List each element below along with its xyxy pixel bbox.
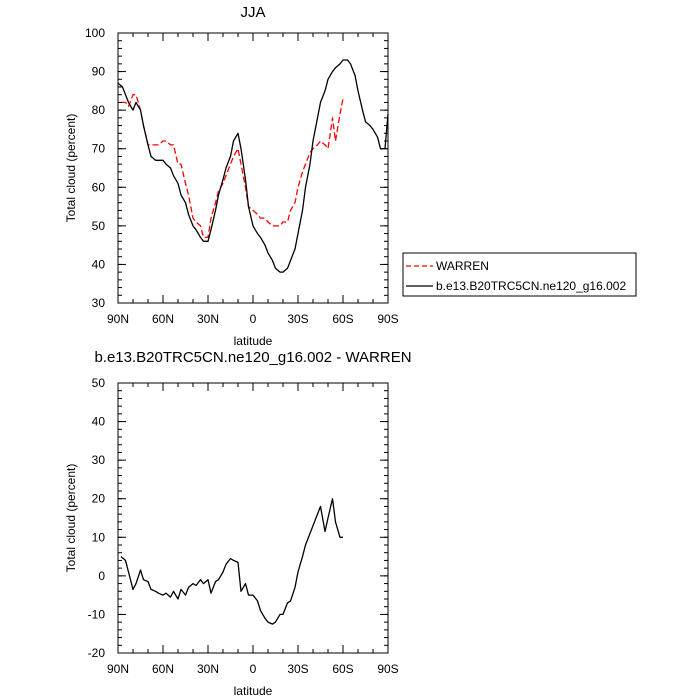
y-tick-label: 50 [92, 376, 106, 390]
x-axis-label: latitude [234, 684, 273, 698]
x-tick-label: 90S [377, 662, 398, 676]
x-tick-label: 0 [250, 312, 257, 326]
x-tick-label: 30S [287, 662, 308, 676]
legend-label-warren: WARREN [436, 259, 489, 273]
y-axis-label: Total cloud (percent) [64, 464, 78, 573]
x-tick-label: 30S [287, 312, 308, 326]
x-tick-label: 0 [250, 662, 257, 676]
plot-frame [117, 382, 389, 654]
y-tick-label: 20 [92, 492, 106, 506]
y-tick-label: 40 [92, 415, 106, 429]
y-tick-label: 50 [92, 219, 106, 233]
legend-label-model: b.e13.B20TRC5CN.ne120_g16.002 [436, 279, 626, 293]
series-line-warren [121, 94, 344, 239]
y-tick-label: 0 [98, 569, 105, 583]
x-tick-label: 60S [332, 662, 353, 676]
series-line-b-e13-b20trc5cn-ne120-g16-002 [117, 59, 389, 273]
y-tick-label: 80 [92, 103, 106, 117]
plot-series-layer [117, 59, 389, 273]
x-tick-label: 90N [107, 662, 129, 676]
series-line-difference [120, 498, 343, 625]
y-tick-label: 40 [92, 257, 106, 271]
plot-series-layer [120, 498, 343, 625]
legend: WARREN b.e13.B20TRC5CN.ne120_g16.002 [402, 252, 637, 297]
y-tick-label: 30 [92, 296, 106, 310]
y-tick-label: 100 [85, 26, 105, 40]
panel-top: JJA 90N 60N 30N 0 30S 60S 90S 30 40 50 60 70 80 90 100… [64, 4, 399, 348]
x-tick-label: 60S [332, 312, 353, 326]
y-tick-label: 10 [92, 530, 106, 544]
panel-bottom: b.e13.B20TRC5CN.ne120_g16.002 - WARREN 9… [64, 349, 412, 698]
plot-frame [117, 32, 389, 304]
y-tick-label: 60 [92, 180, 106, 194]
chart-title: b.e13.B20TRC5CN.ne120_g16.002 - WARREN [94, 349, 411, 366]
y-tick-label: 30 [92, 453, 106, 467]
x-tick-label: 60N [152, 662, 174, 676]
x-tick-label: 30N [197, 312, 219, 326]
legend-box [402, 252, 637, 297]
y-axis-label: Total cloud (percent) [64, 114, 78, 223]
x-axis-label: latitude [234, 334, 273, 348]
x-tick-label: 30N [197, 662, 219, 676]
x-tick-label: 60N [152, 312, 174, 326]
y-tick-label: 90 [92, 65, 106, 79]
y-tick-label: -10 [88, 607, 106, 621]
axes-layer: 90N 60N 30N 0 30S 60S 90S 30 40 50 60 70 80 90 100 [85, 26, 399, 326]
axes-layer: 90N 60N 30N 0 30S 60S 90S -20 -10 0 10 20 30 40 50 [88, 376, 399, 676]
y-tick-label: 70 [92, 142, 106, 156]
chart-title: JJA [240, 4, 265, 21]
y-tick-label: -20 [88, 646, 106, 660]
x-tick-label: 90N [107, 312, 129, 326]
x-tick-label: 90S [377, 312, 398, 326]
